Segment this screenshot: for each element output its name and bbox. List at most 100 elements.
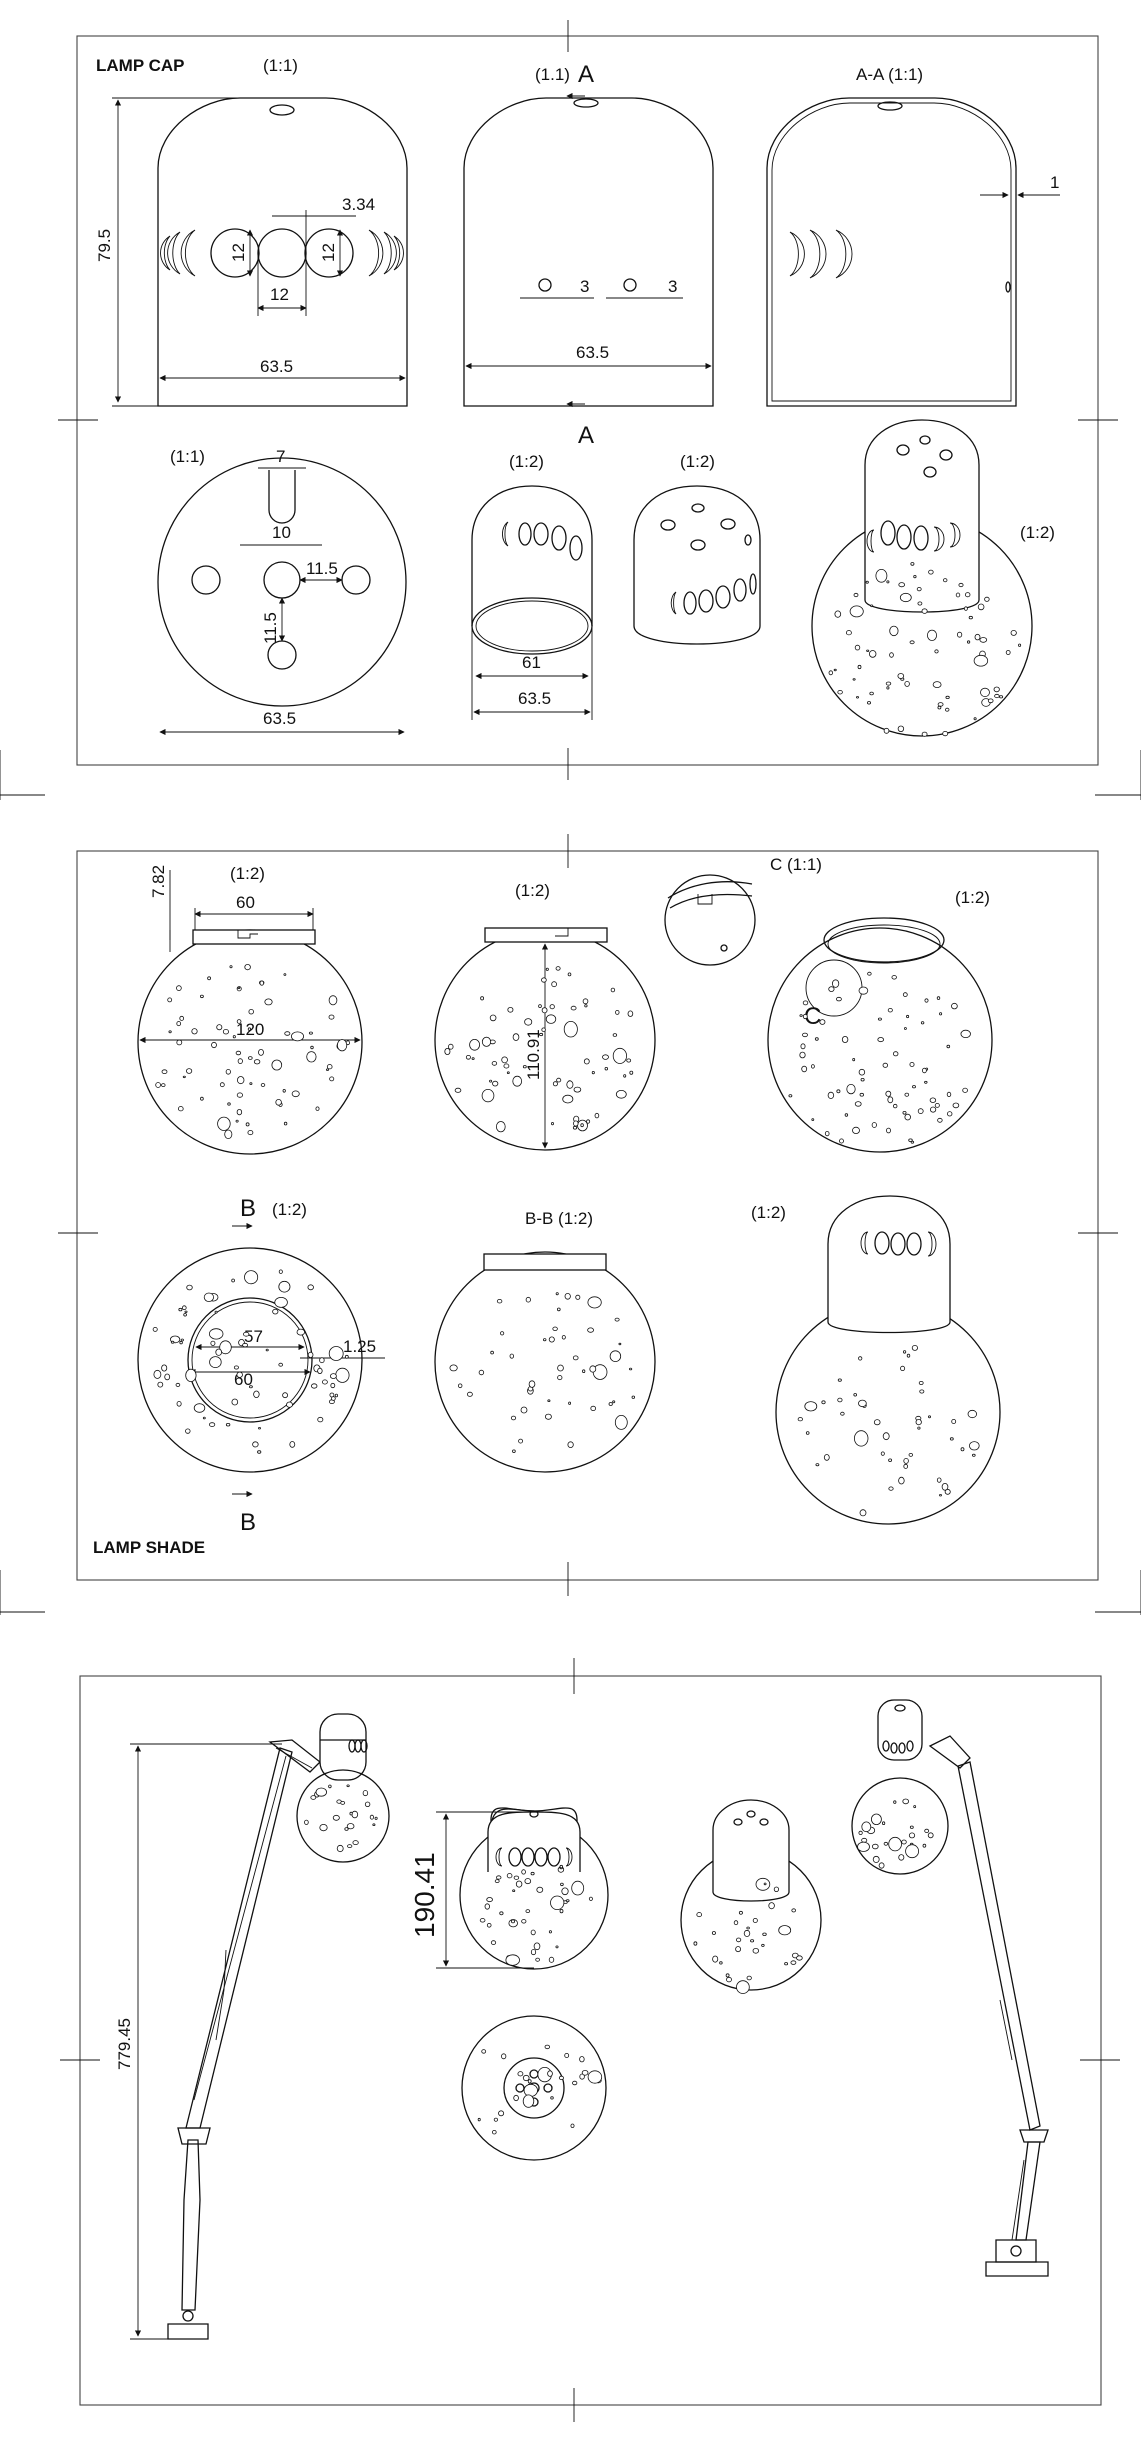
crater-pattern <box>788 971 971 1144</box>
crater <box>752 1948 759 1954</box>
crater <box>199 994 204 999</box>
crater <box>846 1084 856 1095</box>
crater <box>934 649 939 654</box>
crater <box>556 1077 562 1083</box>
crater <box>203 1292 214 1303</box>
crater <box>837 1378 842 1382</box>
sheet1-frame <box>76 35 1099 766</box>
crater <box>253 1059 261 1065</box>
cap-half-b-scale: (1:2) <box>680 452 715 471</box>
crater <box>913 574 917 579</box>
crater <box>1005 650 1011 655</box>
crater <box>910 562 915 566</box>
crater <box>922 1067 927 1074</box>
crater <box>854 644 861 651</box>
crater <box>501 1056 508 1064</box>
crater <box>870 604 874 608</box>
crater <box>627 1010 634 1017</box>
crater <box>971 1453 976 1457</box>
crater <box>827 1091 835 1100</box>
crater <box>524 1018 533 1026</box>
crater <box>561 1335 566 1340</box>
dim-spacing-b: 3 <box>668 277 677 296</box>
crater <box>927 1832 934 1839</box>
crater <box>517 2071 524 2077</box>
crater <box>557 1364 564 1372</box>
crater <box>626 1058 632 1063</box>
crater <box>185 1368 197 1383</box>
crater <box>852 678 856 681</box>
crater <box>762 1932 767 1936</box>
crater <box>941 1483 949 1491</box>
crater <box>570 1005 577 1011</box>
crater <box>491 2129 497 2135</box>
crater <box>536 1886 544 1893</box>
crater <box>258 1049 264 1056</box>
cap-iso-view: (1:2) <box>811 419 1055 737</box>
crater <box>802 1032 808 1038</box>
shade-top-scale: (1:2) <box>272 1200 307 1219</box>
crater <box>736 1980 750 1994</box>
dim-hole-offset-vertical: 11.5 <box>261 612 280 644</box>
crater <box>481 1036 492 1047</box>
crater <box>493 2117 498 2122</box>
crater <box>278 1280 291 1293</box>
crater <box>528 1380 536 1388</box>
lamp-left-articulated: 779.45 <box>115 1713 390 2340</box>
crater <box>869 691 874 696</box>
crater <box>711 1931 716 1935</box>
crater <box>726 1976 732 1983</box>
crater <box>902 1350 907 1354</box>
crater <box>495 1121 506 1133</box>
cap-top-scale: (1:1) <box>170 447 205 466</box>
crater <box>887 1008 893 1013</box>
crater <box>214 1310 218 1314</box>
crater <box>548 1956 555 1963</box>
sheet1-title: LAMP CAP <box>96 56 184 75</box>
crater <box>912 1085 916 1089</box>
crater <box>899 592 912 603</box>
crater <box>550 1895 565 1911</box>
crater <box>448 1043 454 1050</box>
crater <box>893 1800 897 1804</box>
crater <box>567 1441 574 1448</box>
crater <box>317 1416 324 1423</box>
crater <box>796 1955 803 1961</box>
dim-hole-diameter: 12 <box>270 285 289 304</box>
crater <box>921 608 928 614</box>
crater <box>960 1447 965 1452</box>
crater <box>946 1091 952 1098</box>
crater <box>351 1810 359 1819</box>
crater <box>834 610 842 618</box>
crater <box>555 1292 559 1296</box>
sheet3-frame <box>79 1675 1102 2406</box>
crater <box>530 1929 536 1936</box>
crater <box>859 1509 867 1517</box>
crater <box>498 2110 505 2117</box>
crater <box>525 1296 531 1303</box>
crater <box>763 1882 767 1886</box>
crater <box>743 1929 751 1937</box>
crater <box>539 1032 544 1037</box>
crater <box>257 1450 262 1454</box>
crater <box>545 967 549 971</box>
crater <box>943 578 948 583</box>
crater <box>837 1397 843 1403</box>
crater <box>557 1375 563 1381</box>
crater <box>336 1844 344 1853</box>
crater <box>231 1278 235 1283</box>
crater <box>515 1880 523 1888</box>
crater <box>512 1075 522 1087</box>
sheet-lamp-cap: LAMP CAP (1:1) 79.5 63.5 12 <box>0 20 1141 800</box>
crater <box>836 1089 841 1094</box>
crater <box>802 1000 809 1006</box>
cut-label-a-bottom: A <box>578 422 594 449</box>
crater <box>307 1351 314 1359</box>
lamp-head-iso <box>680 1799 822 1994</box>
crater <box>929 1097 937 1103</box>
crater <box>869 650 877 658</box>
crater <box>282 1089 286 1093</box>
crater <box>902 1798 909 1805</box>
crater <box>917 1108 924 1114</box>
